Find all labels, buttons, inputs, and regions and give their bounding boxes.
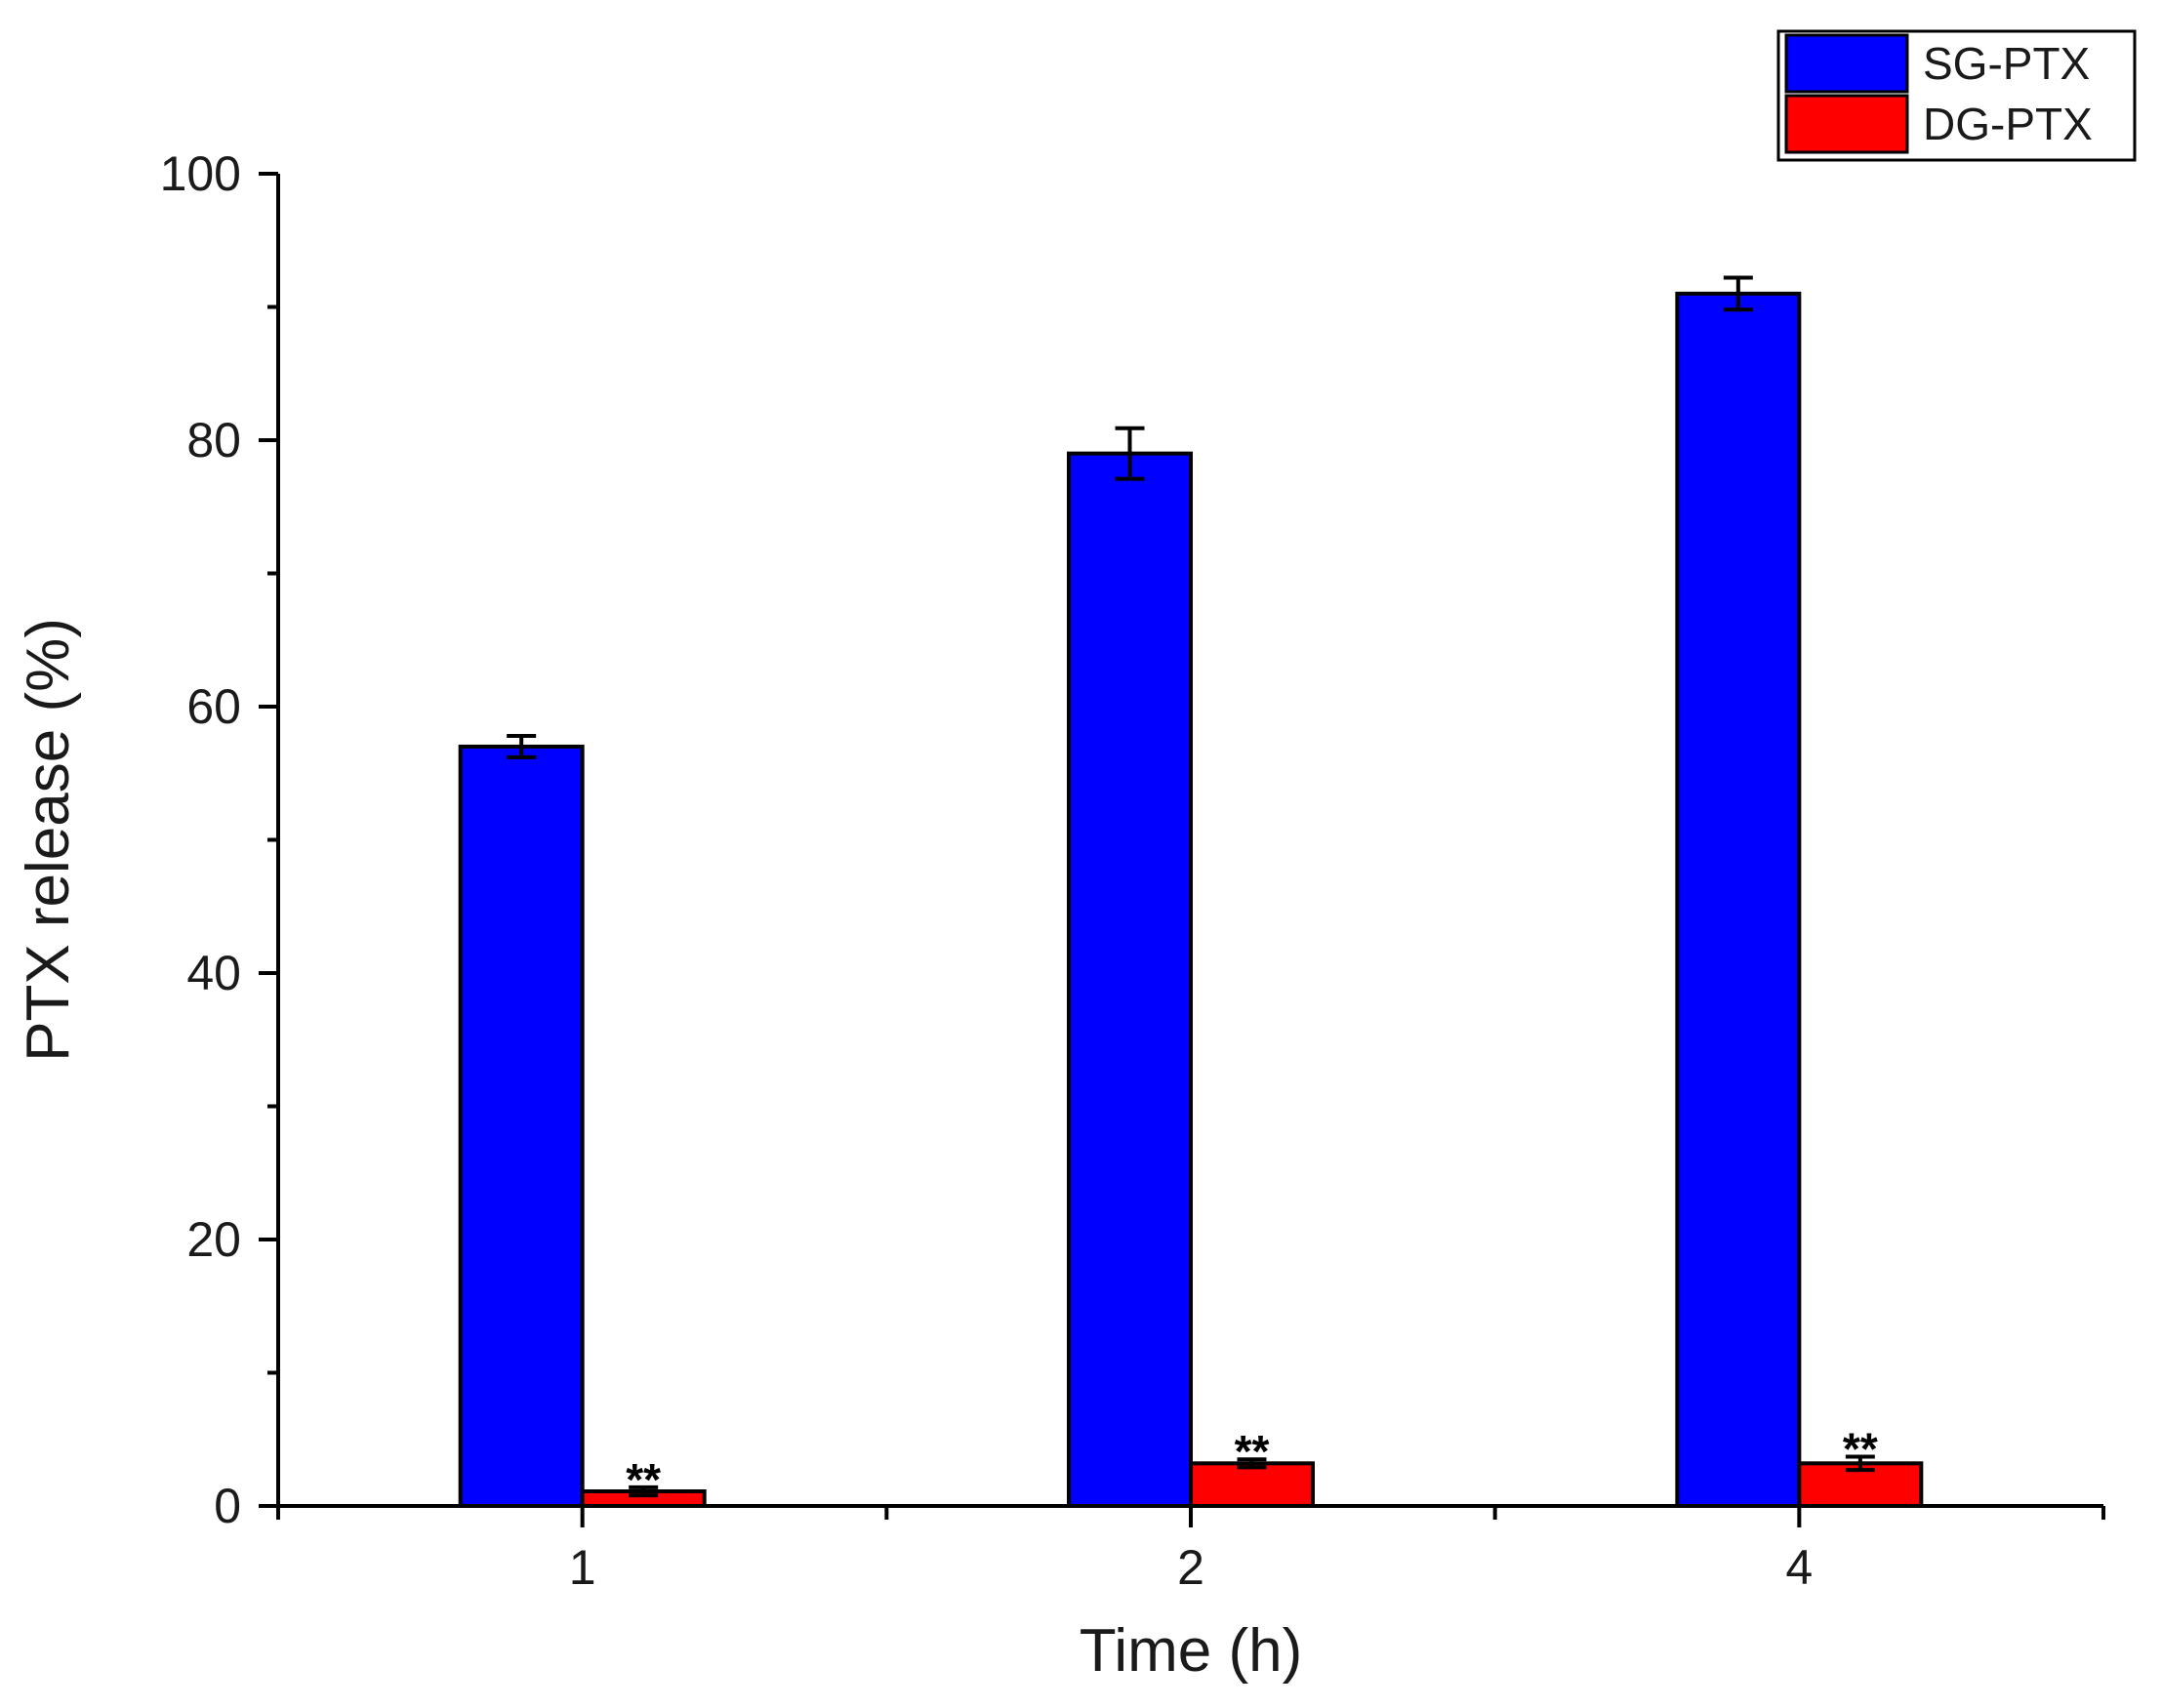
y-axis-title: PTX release (%): [15, 618, 82, 1062]
legend-swatch: [1784, 94, 1909, 154]
significance-annotation: **: [1843, 1423, 1878, 1474]
legend: SG-PTX DG-PTX: [1776, 29, 2137, 162]
significance-annotation: **: [626, 1454, 661, 1505]
x-tick-label: 1: [569, 1540, 596, 1595]
y-tick-label: 80: [186, 413, 241, 468]
x-tick-label: 4: [1785, 1540, 1813, 1595]
y-axis-ticks: 0 20 40 60 80 100: [160, 146, 278, 1533]
legend-label: SG-PTX: [1923, 38, 2090, 89]
legend-label: DG-PTX: [1923, 99, 2093, 149]
significance-annotation: **: [1235, 1426, 1270, 1477]
legend-swatch: [1784, 33, 1909, 94]
legend-items: SG-PTX DG-PTX: [1784, 33, 2093, 154]
y-tick-label: 100: [160, 146, 241, 201]
error-bars: [507, 275, 1875, 1498]
y-tick-label: 60: [186, 679, 241, 734]
x-axis-title: Time (h): [1080, 1617, 1302, 1685]
bar: [1067, 451, 1193, 1508]
bar: [458, 744, 585, 1508]
y-tick-label: 20: [186, 1212, 241, 1267]
x-tick-label: 2: [1177, 1540, 1204, 1595]
y-tick-label: 40: [186, 946, 241, 1000]
y-tick-label: 0: [214, 1479, 241, 1533]
annotations: ** ** **: [626, 1423, 1878, 1504]
bars: [458, 291, 1924, 1509]
bar: [1675, 291, 1802, 1509]
bar: [1189, 1461, 1315, 1508]
x-axis-ticks: 1 2 4: [276, 1506, 2105, 1595]
